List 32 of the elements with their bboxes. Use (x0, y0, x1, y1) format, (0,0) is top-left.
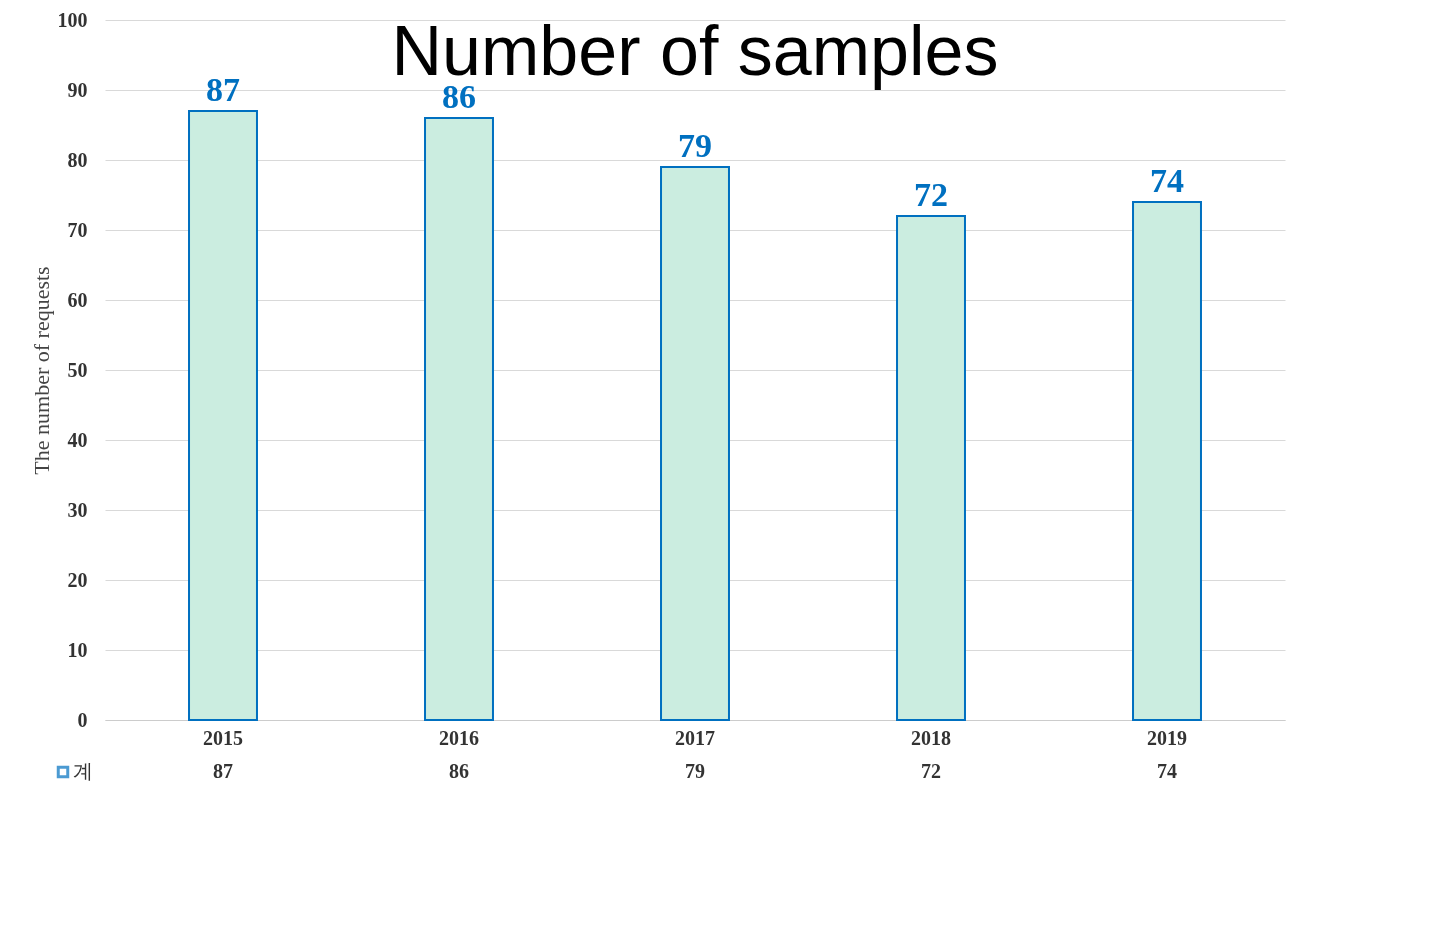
y-tick-label: 90 (67, 78, 88, 101)
y-tick-label: 0 (77, 708, 88, 731)
x-tick-label: 2016 (439, 726, 479, 749)
text: 74 (1157, 760, 1177, 782)
x-tick-label: 2019 (1147, 726, 1187, 749)
bar (1132, 201, 1202, 721)
text: 72 (921, 760, 941, 782)
bar (188, 110, 258, 721)
y-tick-label: 20 (67, 568, 88, 591)
data-label: 79 (678, 127, 712, 164)
y-tick-label: 70 (67, 218, 88, 241)
y-tick-label: 100 (57, 8, 88, 31)
y-axis-title: The number of requests (28, 266, 54, 475)
data-label: 74 (1150, 162, 1184, 199)
y-tick-label: 80 (67, 148, 88, 171)
text: 86 (449, 760, 469, 782)
y-tick-label: 50 (67, 358, 88, 381)
x-tick-label: 2015 (203, 726, 243, 749)
y-tick-label: 60 (67, 288, 88, 311)
data-label: 72 (914, 176, 948, 213)
bar (424, 117, 494, 721)
y-tick-label: 40 (67, 428, 88, 451)
data-label: 87 (206, 71, 240, 108)
text: 87 (213, 760, 233, 782)
x-tick-label: 2017 (675, 726, 715, 749)
bar (660, 166, 730, 721)
legend-label: 계 (73, 759, 93, 783)
y-tick-label: 10 (67, 638, 88, 661)
text: 79 (685, 760, 705, 782)
y-tick-label: 30 (67, 498, 88, 521)
bar (896, 215, 966, 721)
x-tick-label: 2018 (911, 726, 951, 749)
